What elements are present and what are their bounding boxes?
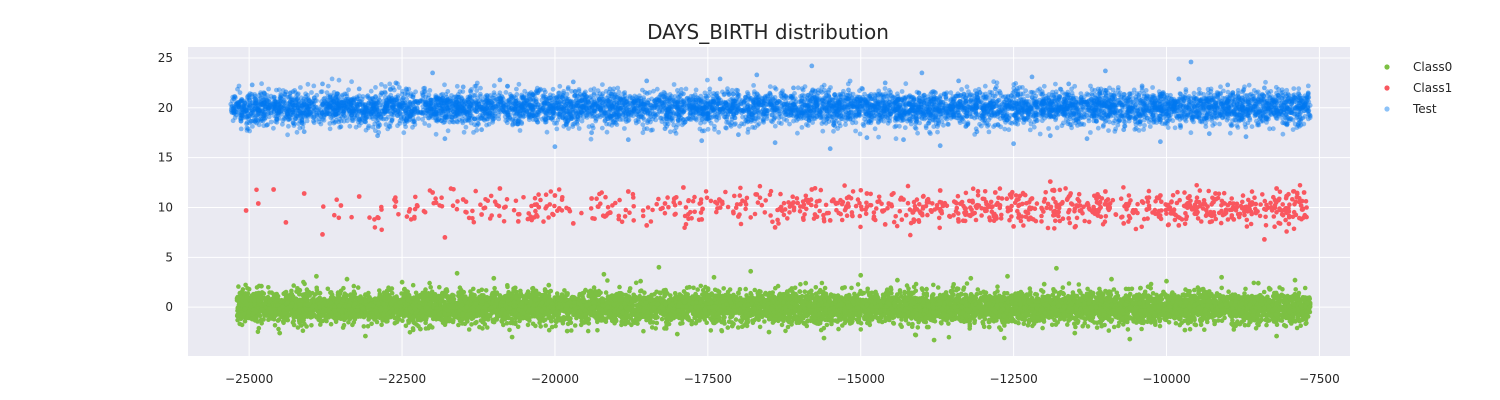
data-point-class0 [1040, 325, 1045, 331]
data-point-class0 [743, 286, 748, 292]
data-point-class0 [1106, 328, 1112, 333]
data-point-class0 [964, 281, 970, 286]
data-point-class0 [1243, 286, 1248, 292]
data-point-class0 [291, 283, 297, 288]
data-point-class0 [492, 285, 497, 291]
data-point-class0 [783, 328, 788, 334]
data-point-class0 [525, 322, 531, 328]
data-point-class0 [708, 328, 714, 333]
data-point-class0 [1293, 287, 1298, 292]
chart-title: DAYS_BIRTH distribution [647, 20, 889, 44]
data-point-class0 [1073, 324, 1078, 330]
data-point-class0 [1060, 285, 1066, 290]
data-point-class0 [1261, 289, 1267, 295]
data-point-class0 [325, 286, 331, 292]
data-point-class0 [578, 322, 584, 328]
data-point-class0 [946, 334, 952, 340]
data-point-class0 [951, 282, 956, 287]
data-point-class0 [1066, 281, 1072, 286]
data-point-class0 [361, 324, 367, 329]
data-point-class0 [1265, 318, 1270, 324]
data-point-class0 [1303, 321, 1308, 327]
data-point-class0 [1080, 323, 1085, 329]
data-point-class0 [483, 288, 489, 293]
data-point-class0 [456, 322, 461, 328]
data-point-class0 [379, 322, 384, 328]
data-point-class0 [785, 290, 790, 296]
data-point-class0 [617, 284, 622, 290]
data-point-class0 [931, 282, 936, 288]
data-point-class0 [891, 321, 897, 326]
data-point-class0 [300, 328, 306, 334]
data-point-class0 [328, 321, 334, 327]
data-point-class0 [1187, 326, 1193, 332]
data-point-class0 [641, 328, 646, 334]
data-point-class0 [733, 317, 739, 322]
data-point-class0 [1021, 321, 1027, 327]
data-point-class0 [1002, 335, 1007, 341]
data-point-class0 [802, 289, 808, 295]
data-point-class0 [668, 293, 673, 298]
data-point-class0 [1016, 320, 1021, 326]
data-point-class0 [603, 290, 609, 295]
data-point-class0 [913, 288, 919, 294]
data-point-class0 [798, 282, 803, 287]
data-point-class0 [955, 315, 961, 320]
data-point-class0 [427, 280, 432, 286]
data-point-class0 [858, 327, 864, 332]
data-point-class0 [256, 325, 262, 331]
data-point-class0 [975, 287, 981, 292]
data-point-class0 [757, 324, 763, 330]
data-point-class0 [649, 325, 655, 330]
data-point-class0 [461, 289, 467, 295]
data-point-class0 [437, 284, 442, 290]
data-point-class0 [1198, 322, 1204, 328]
data-point-class0 [855, 282, 861, 287]
data-point-class0 [236, 284, 241, 289]
data-point-class0 [813, 285, 819, 290]
series-cloud-class0 [234, 278, 1313, 341]
data-point-class0 [1148, 286, 1153, 291]
data-point-class0 [779, 322, 785, 328]
data-point-class0 [1065, 322, 1070, 327]
data-point-class0 [691, 285, 696, 291]
data-point-class0 [1034, 292, 1040, 297]
data-point-class0 [906, 321, 911, 327]
data-point-class0 [410, 282, 416, 288]
data-point-class0 [480, 326, 485, 331]
data-point-class0 [605, 278, 610, 283]
data-point-class0 [924, 286, 929, 292]
data-point-class0 [407, 330, 413, 335]
data-point-class0 [507, 327, 512, 333]
data-point-class0 [909, 324, 915, 330]
data-point-class0 [727, 287, 733, 292]
data-point-class0 [873, 289, 878, 295]
data-point-class0 [1094, 325, 1100, 330]
data-point-class0 [1219, 285, 1224, 291]
data-point-class0 [428, 285, 434, 290]
data-point-class0 [721, 286, 726, 291]
data-point-class0 [1148, 281, 1154, 287]
data-point-class0 [1202, 327, 1207, 333]
data-point-class0 [309, 323, 314, 328]
data-point-class0 [392, 320, 398, 326]
data-point-class0 [915, 325, 921, 330]
data-point-class0 [719, 328, 725, 334]
data-point-class0 [678, 321, 683, 326]
data-point-class0 [1121, 322, 1126, 327]
data-point-class0 [920, 287, 925, 293]
data-point-class0 [569, 328, 574, 333]
data-point-class0 [457, 285, 463, 291]
data-point-class0 [1116, 323, 1121, 329]
data-point-class0 [1030, 323, 1035, 329]
data-point-class0 [657, 290, 663, 296]
data-point-class0 [272, 323, 278, 328]
data-point-class0 [858, 321, 864, 326]
data-point-class0 [1157, 318, 1163, 324]
point-clouds [228, 76, 1313, 341]
